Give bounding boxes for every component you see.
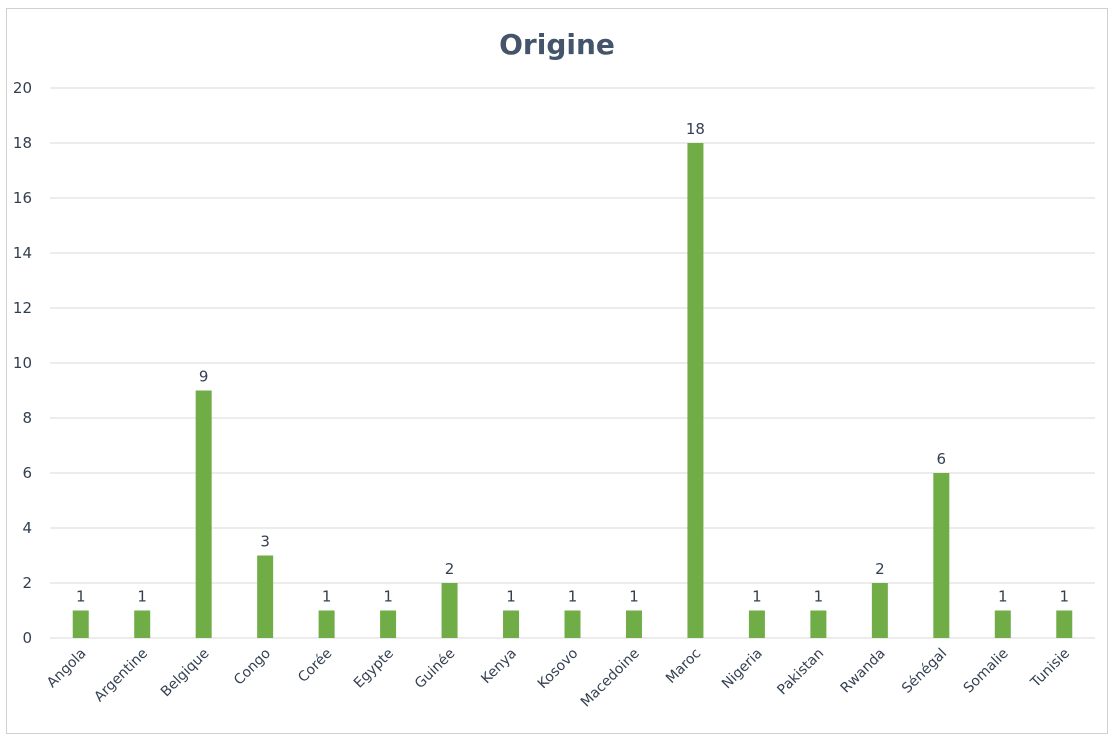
x-tick-label-10: Maroc — [663, 646, 704, 687]
bar-13 — [871, 583, 888, 638]
data-label-10: 18 — [686, 120, 705, 138]
x-tick-label-13: Rwanda — [838, 646, 889, 697]
data-label-2: 9 — [199, 368, 209, 386]
data-label-4: 1 — [322, 588, 332, 606]
x-tick-label-4: Corée — [295, 646, 335, 686]
x-tick-label-6: Guinée — [412, 646, 458, 692]
bars — [72, 143, 1073, 638]
data-label-1: 1 — [137, 588, 147, 606]
data-label-13: 2 — [875, 560, 885, 578]
bar-8 — [564, 610, 581, 638]
data-label-6: 2 — [445, 560, 455, 578]
y-tick-label-0: 0 — [22, 629, 32, 647]
x-tick-label-9: Macedoine — [578, 646, 643, 711]
y-tick-label-10: 10 — [13, 354, 32, 372]
data-label-12: 1 — [814, 588, 824, 606]
data-label-5: 1 — [383, 588, 393, 606]
data-label-15: 1 — [998, 588, 1008, 606]
y-tick-label-6: 6 — [22, 464, 32, 482]
y-axis-ticks: 0 2 4 6 8 10 12 14 16 18 20 — [13, 79, 32, 647]
bar-14 — [933, 473, 950, 638]
y-tick-label-14: 14 — [13, 244, 32, 262]
bar-15 — [994, 610, 1011, 638]
x-tick-label-11: Nigeria — [719, 646, 766, 693]
bar-9 — [625, 610, 642, 638]
bar-7 — [503, 610, 520, 638]
x-tick-label-0: Angola — [44, 646, 90, 692]
data-label-16: 1 — [1059, 588, 1069, 606]
category-labels: Angola Argentine Belgique Congo Corée Egypte G… — [44, 646, 1073, 711]
data-label-3: 3 — [260, 533, 270, 551]
data-label-0: 1 — [76, 588, 86, 606]
x-tick-label-14: Sénégal — [899, 646, 950, 697]
chart-frame — [6, 8, 1108, 734]
bar-5 — [380, 610, 397, 638]
gridlines — [50, 87, 1095, 639]
data-label-7: 1 — [506, 588, 516, 606]
bar-3 — [257, 555, 274, 638]
y-tick-label-20: 20 — [13, 79, 32, 97]
y-tick-label-18: 18 — [13, 134, 32, 152]
bar-0 — [72, 610, 89, 638]
x-tick-label-15: Somalie — [961, 646, 1012, 697]
y-tick-label-12: 12 — [13, 299, 32, 317]
x-tick-label-7: Kenya — [478, 646, 520, 688]
x-tick-label-1: Argentine — [91, 646, 151, 706]
y-tick-label-2: 2 — [22, 574, 32, 592]
data-labels: 1 1 9 3 1 1 2 1 1 1 18 1 1 2 6 1 1 — [76, 120, 1069, 606]
x-tick-label-5: Egypte — [351, 646, 397, 692]
x-tick-label-12: Pakistan — [774, 646, 827, 699]
y-tick-label-4: 4 — [22, 519, 32, 537]
y-tick-label-16: 16 — [13, 189, 32, 207]
bar-10 — [687, 143, 704, 638]
data-label-9: 1 — [629, 588, 639, 606]
x-tick-label-3: Congo — [231, 646, 274, 689]
bar-12 — [810, 610, 827, 638]
bar-4 — [318, 610, 335, 638]
y-tick-label-8: 8 — [22, 409, 32, 427]
x-tick-label-2: Belgique — [158, 646, 213, 701]
data-label-8: 1 — [568, 588, 578, 606]
bar-16 — [1056, 610, 1073, 638]
bar-11 — [748, 610, 765, 638]
chart-title: Origine — [499, 28, 615, 61]
bar-1 — [134, 610, 151, 638]
bar-6 — [441, 583, 458, 638]
bar-2 — [195, 390, 212, 638]
x-tick-label-8: Kosovo — [535, 646, 582, 693]
data-label-14: 6 — [937, 450, 947, 468]
x-tick-label-16: Tunisie — [1027, 646, 1073, 692]
data-label-11: 1 — [752, 588, 762, 606]
